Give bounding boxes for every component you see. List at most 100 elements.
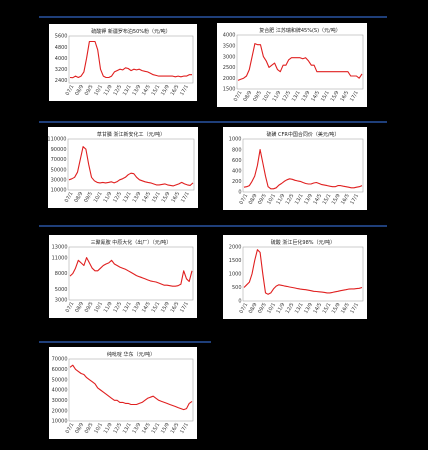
chart-compound-fertilizer: 复合肥 江苏瑞和牌45%(S)（元/吨） 4000 3500 3000 2500 2000… bbox=[217, 23, 367, 107]
plot-frame bbox=[68, 246, 194, 301]
y-tick-label: 8000 bbox=[55, 271, 68, 277]
x-tick-label: 14/5 bbox=[141, 301, 152, 314]
x-tick-label: 12/5 bbox=[112, 191, 123, 204]
series-line bbox=[69, 364, 193, 411]
x-tick-label: 15/9 bbox=[160, 301, 171, 314]
chart-title: 硫酸 浙江巨化98%（元/吨） bbox=[271, 239, 335, 246]
x-tick-label: 15/1 bbox=[322, 302, 333, 315]
y-tick-label: 11000 bbox=[52, 255, 68, 261]
plot-frame bbox=[242, 138, 364, 193]
x-tick-label: 13/1 bbox=[291, 90, 302, 103]
x-tick-label: 08/9 bbox=[74, 422, 85, 435]
x-tick-label: 13/1 bbox=[122, 191, 133, 204]
y-tick-label: 5600 bbox=[55, 34, 68, 40]
x-tick-label: 15/9 bbox=[160, 84, 171, 97]
x-tick-label: 12/5 bbox=[112, 84, 123, 97]
x-tick-label: 08/9 bbox=[73, 191, 84, 204]
chart-title: 复合肥 江苏瑞和牌45%(S)（元/吨） bbox=[259, 27, 340, 34]
x-tick-label: 13/1 bbox=[122, 301, 133, 314]
x-tick-label: 13/1 bbox=[294, 302, 305, 315]
x-tick-label: 12/5 bbox=[112, 422, 123, 435]
x-tick-label: 09/5 bbox=[84, 84, 95, 97]
y-tick-label: 4000 bbox=[223, 33, 236, 39]
x-tick-label: 12/5 bbox=[285, 193, 296, 206]
y-tick-label: 10000 bbox=[52, 419, 68, 425]
x-tick-label: 14/5 bbox=[310, 90, 321, 103]
plot-frame bbox=[68, 358, 194, 422]
y-tick-label: 40000 bbox=[52, 388, 68, 394]
x-tick-label: 17/1 bbox=[349, 302, 360, 315]
y-tick-label: 1000 bbox=[229, 137, 242, 143]
x-tick-label: 11/9 bbox=[272, 90, 283, 103]
chart-sulfur: 硫磺 CFR中国合同价（美元/吨） 1000 800 600 400 200 0 07/1 08… bbox=[223, 127, 367, 210]
x-tick-label: 15/1 bbox=[322, 193, 333, 206]
x-tick-label: 15/1 bbox=[320, 90, 331, 103]
y-tick-label: 70000 bbox=[52, 357, 68, 363]
y-tick-label: 2000 bbox=[223, 76, 236, 82]
x-tick-label: 10/1 bbox=[262, 90, 273, 103]
y-tick-label: 3200 bbox=[55, 67, 68, 73]
x-tick-label: 10/1 bbox=[266, 302, 277, 315]
chart-pyridine: 纯吡啶 华东（元/吨） 70000 60000 50000 40000 30000 2000… bbox=[49, 347, 197, 439]
chart-title: 纯吡啶 华东（元/吨） bbox=[107, 351, 155, 358]
plot-frame bbox=[236, 34, 364, 90]
x-tick-label: 15/9 bbox=[330, 90, 341, 103]
series-line bbox=[69, 40, 192, 79]
divider-rule-2 bbox=[39, 225, 387, 227]
y-tick-label: 1500 bbox=[229, 258, 242, 264]
y-tick-label: 90000 bbox=[51, 147, 67, 153]
x-tick-label: 17/1 bbox=[349, 90, 360, 103]
y-tick-label: 400 bbox=[232, 169, 242, 175]
x-tick-label: 13/9 bbox=[301, 90, 312, 103]
x-tick-label: 17/1 bbox=[179, 301, 190, 314]
x-tick-label: 08/9 bbox=[242, 90, 253, 103]
y-tick-label: 2000 bbox=[229, 245, 242, 251]
chart-svg: 草甘膦 浙江新安化工（元/吨） 110000 90000 70000 50000 3000… bbox=[48, 131, 195, 204]
x-tick-label: 13/1 bbox=[122, 84, 133, 97]
y-tick-label: 0 bbox=[238, 299, 241, 305]
x-tick-label: 11/9 bbox=[103, 84, 114, 97]
x-tick-label: 09/5 bbox=[84, 301, 95, 314]
x-tick-label: 13/9 bbox=[131, 422, 142, 435]
x-tick-label: 13/9 bbox=[132, 191, 143, 204]
x-tick-label: 15/1 bbox=[151, 191, 162, 204]
x-tick-label: 13/9 bbox=[131, 301, 142, 314]
x-tick-label: 07/1 bbox=[65, 301, 76, 314]
x-tick-label: 12/5 bbox=[285, 302, 296, 315]
x-tick-label: 07/1 bbox=[239, 302, 250, 315]
x-tick-label: 08/9 bbox=[74, 84, 85, 97]
y-tick-label: 110000 bbox=[48, 137, 67, 143]
x-tick-label: 15/9 bbox=[331, 193, 342, 206]
x-tick-label: 13/1 bbox=[122, 422, 133, 435]
y-tick-label: 30000 bbox=[52, 398, 68, 404]
chart-svg: 硫酸 浙江巨化98%（元/吨） 2000 1500 1000 500 007/108/90… bbox=[229, 239, 364, 315]
y-tick-label: 10000 bbox=[51, 188, 67, 194]
y-tick-label: 13000 bbox=[52, 245, 68, 251]
header-rule bbox=[39, 16, 387, 18]
x-tick-label: 11/9 bbox=[275, 302, 286, 315]
y-tick-label: 0 bbox=[238, 190, 241, 196]
y-tick-label: 200 bbox=[232, 179, 242, 185]
x-tick-label: 17/1 bbox=[180, 191, 191, 204]
x-tick-label: 13/9 bbox=[303, 302, 314, 315]
x-tick-label: 07/1 bbox=[64, 191, 75, 204]
x-tick-label: 16/5 bbox=[340, 193, 351, 206]
chart-svg: 硫磺 CFR中国合同价（美元/吨） 1000 800 600 400 200 007/108… bbox=[229, 131, 364, 206]
x-tick-label: 13/1 bbox=[294, 193, 305, 206]
y-tick-label: 1000 bbox=[229, 272, 242, 278]
x-tick-label: 07/1 bbox=[65, 422, 76, 435]
x-tick-label: 08/9 bbox=[248, 302, 259, 315]
x-tick-label: 16/5 bbox=[170, 301, 181, 314]
x-tick-label: 07/1 bbox=[65, 84, 76, 97]
x-tick-label: 11/9 bbox=[103, 191, 114, 204]
x-tick-label: 09/5 bbox=[257, 193, 268, 206]
x-tick-label: 14/5 bbox=[141, 422, 152, 435]
x-tick-label: 07/1 bbox=[233, 90, 244, 103]
chart-svg: 纯吡啶 华东（元/吨） 70000 60000 50000 40000 30000 2000… bbox=[52, 351, 194, 435]
x-tick-label: 16/5 bbox=[340, 302, 351, 315]
x-tick-label: 11/9 bbox=[103, 422, 114, 435]
x-tick-label: 14/5 bbox=[312, 193, 323, 206]
x-tick-label: 15/9 bbox=[331, 302, 342, 315]
chart-svg: 复合肥 江苏瑞和牌45%(S)（元/吨） 4000 3500 3000 2500 2000… bbox=[223, 27, 364, 103]
x-tick-label: 17/1 bbox=[349, 193, 360, 206]
